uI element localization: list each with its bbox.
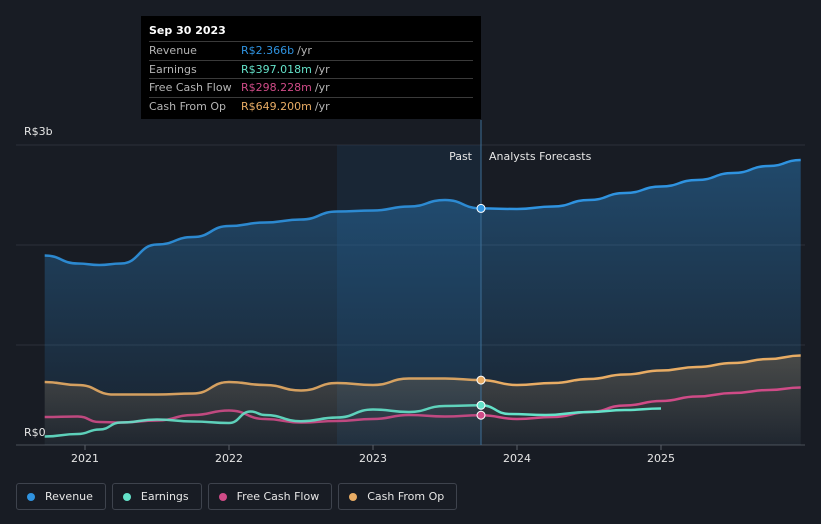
legend-label: Cash From Op bbox=[367, 490, 445, 503]
line-revenue-past bbox=[44, 198, 482, 267]
forecast-label: Analysts Forecasts bbox=[489, 150, 592, 163]
tooltip-value: R$298.228m bbox=[241, 81, 312, 94]
marker-revenue bbox=[476, 203, 486, 213]
line-free-cash-flow-forecast bbox=[480, 386, 801, 421]
tooltip-row-cash-from-op: Cash From Op R$649.200m /yr bbox=[149, 96, 473, 116]
tooltip-value: R$2.366b bbox=[241, 44, 295, 57]
marker-earnings bbox=[476, 400, 486, 410]
x-tick-label: 2022 bbox=[215, 452, 243, 465]
area-revenue bbox=[44, 160, 801, 445]
tooltip-unit: /yr bbox=[314, 62, 330, 76]
y-axis-bottom-label: R$0 bbox=[24, 426, 46, 439]
x-axis-ticks: 2021 2022 2023 2024 2025 bbox=[71, 445, 675, 465]
tooltip: Sep 30 2023 Revenue R$2.366b /yr Earning… bbox=[141, 16, 481, 119]
legend-item-earnings[interactable]: Earnings bbox=[111, 483, 202, 510]
tooltip-value: R$649.200m bbox=[241, 99, 312, 113]
line-cash-from-op-forecast bbox=[480, 354, 801, 387]
legend-item-revenue[interactable]: Revenue bbox=[16, 483, 106, 510]
line-earnings-past bbox=[44, 404, 482, 438]
tooltip-label: Earnings bbox=[149, 62, 197, 76]
tooltip-unit: /yr bbox=[314, 81, 330, 94]
tooltip-row-revenue: Revenue R$2.366b /yr bbox=[149, 41, 473, 60]
past-label: Past bbox=[449, 150, 473, 163]
line-revenue-forecast bbox=[480, 158, 801, 211]
x-tick-label: 2024 bbox=[503, 452, 531, 465]
legend-dot-icon bbox=[218, 492, 227, 501]
tooltip-row-earnings: Earnings R$397.018m /yr bbox=[149, 59, 473, 79]
legend-label: Earnings bbox=[140, 490, 189, 503]
marker-cash-from-op bbox=[476, 375, 486, 385]
legend: Revenue Earnings Free Cash Flow Cash Fro… bbox=[16, 483, 458, 510]
tooltip-label: Cash From Op bbox=[149, 99, 227, 113]
x-tick-label: 2023 bbox=[359, 452, 387, 465]
tooltip-label: Revenue bbox=[149, 44, 197, 57]
legend-dot-icon bbox=[349, 492, 358, 501]
tooltip-value: R$397.018m bbox=[241, 62, 312, 76]
legend-dot-icon bbox=[122, 492, 131, 501]
current-point-markers bbox=[476, 203, 486, 420]
series-lines bbox=[44, 158, 801, 438]
line-free-cash-flow-past bbox=[44, 409, 482, 424]
legend-label: Revenue bbox=[45, 490, 93, 503]
line-earnings-forecast bbox=[480, 404, 662, 417]
legend-item-cash-from-op[interactable]: Cash From Op bbox=[338, 483, 458, 510]
line-cash-from-op-past bbox=[44, 377, 482, 396]
y-axis-top-label: R$3b bbox=[24, 125, 53, 138]
tooltip-date: Sep 30 2023 bbox=[149, 24, 226, 37]
legend-dot-icon bbox=[27, 492, 35, 501]
marker-free-cash-flow bbox=[476, 410, 486, 420]
tooltip-label: Free Cash Flow bbox=[149, 81, 232, 94]
legend-item-free-cash-flow[interactable]: Free Cash Flow bbox=[207, 483, 333, 510]
legend-label: Free Cash Flow bbox=[236, 490, 320, 503]
x-tick-label: 2021 bbox=[71, 452, 99, 465]
tooltip-unit: /yr bbox=[314, 99, 330, 113]
tooltip-row-free-cash-flow: Free Cash Flow R$298.228m /yr bbox=[149, 78, 473, 97]
x-tick-label: 2025 bbox=[647, 452, 675, 465]
tooltip-unit: /yr bbox=[297, 44, 312, 57]
